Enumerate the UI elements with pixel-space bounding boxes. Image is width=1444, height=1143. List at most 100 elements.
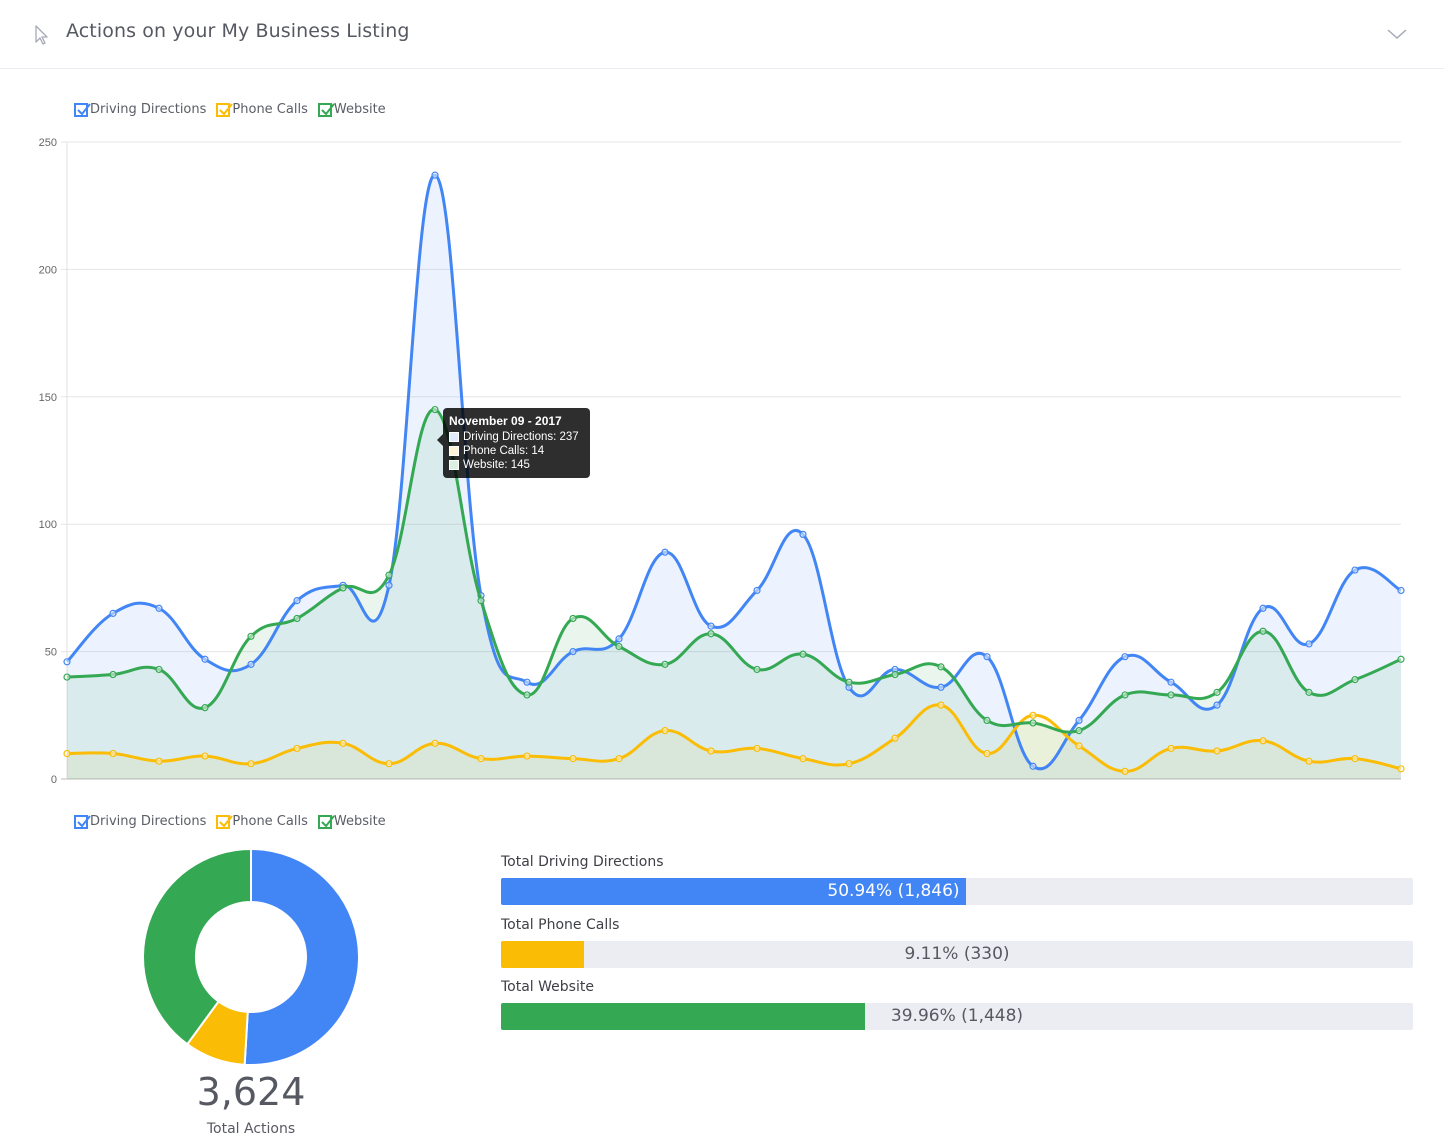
data-point-driving-directions[interactable] <box>293 597 301 605</box>
data-point-phone-calls[interactable] <box>339 739 347 747</box>
donut-legend-item-website[interactable]: Website <box>317 814 386 829</box>
data-point-website[interactable] <box>661 660 669 668</box>
data-point-phone-calls[interactable] <box>293 744 301 753</box>
data-point-website[interactable] <box>385 571 393 579</box>
data-point-driving-directions[interactable] <box>109 609 117 617</box>
data-point-website[interactable] <box>983 716 991 724</box>
data-point-website[interactable] <box>477 597 485 605</box>
data-point-phone-calls[interactable] <box>109 749 117 758</box>
data-point-website[interactable] <box>1075 726 1083 735</box>
checkbox-icon[interactable] <box>74 102 91 117</box>
data-point-phone-calls[interactable] <box>799 755 807 763</box>
data-point-phone-calls[interactable] <box>1167 744 1175 753</box>
data-point-driving-directions[interactable] <box>983 653 991 661</box>
data-point-driving-directions[interactable] <box>1213 701 1221 709</box>
data-point-driving-directions[interactable] <box>523 678 531 686</box>
data-point-website[interactable] <box>707 630 715 638</box>
data-point-website[interactable] <box>247 632 255 640</box>
data-point-phone-calls[interactable] <box>431 739 439 747</box>
donut-slice-driving-directions[interactable] <box>243 848 360 1066</box>
checkbox-icon[interactable] <box>317 814 335 829</box>
data-point-driving-directions[interactable] <box>753 586 761 595</box>
data-point-driving-directions[interactable] <box>615 635 623 643</box>
donut-slice-website[interactable] <box>142 848 252 1046</box>
data-point-website[interactable] <box>339 584 347 592</box>
data-point-website[interactable] <box>799 650 807 658</box>
data-point-driving-directions[interactable] <box>63 658 71 666</box>
data-point-driving-directions[interactable] <box>155 604 163 612</box>
data-point-driving-directions[interactable] <box>799 530 807 538</box>
data-point-phone-calls[interactable] <box>661 726 669 735</box>
data-point-website[interactable] <box>201 704 209 712</box>
data-point-driving-directions[interactable] <box>1305 640 1313 648</box>
data-point-website[interactable] <box>891 670 899 679</box>
data-point-phone-calls[interactable] <box>891 734 899 742</box>
data-point-phone-calls[interactable] <box>845 760 853 768</box>
data-point-phone-calls[interactable] <box>247 760 255 768</box>
data-point-driving-directions[interactable] <box>1167 678 1175 686</box>
data-point-phone-calls[interactable] <box>983 749 991 758</box>
data-point-website[interactable] <box>431 405 439 414</box>
data-point-phone-calls[interactable] <box>477 755 485 763</box>
data-point-driving-directions[interactable] <box>247 660 255 668</box>
data-point-phone-calls[interactable] <box>1397 765 1405 773</box>
data-point-phone-calls[interactable] <box>155 757 163 765</box>
data-point-phone-calls[interactable] <box>385 760 393 768</box>
data-point-website[interactable] <box>1351 676 1359 684</box>
data-point-phone-calls[interactable] <box>615 755 623 763</box>
data-point-website[interactable] <box>1121 691 1129 699</box>
data-point-phone-calls[interactable] <box>201 752 209 760</box>
data-point-website[interactable] <box>937 663 945 671</box>
data-point-driving-directions[interactable] <box>201 655 209 663</box>
data-point-driving-directions[interactable] <box>569 647 577 656</box>
data-point-phone-calls[interactable] <box>937 701 945 709</box>
data-point-driving-directions[interactable] <box>1397 586 1405 595</box>
data-point-website[interactable] <box>63 673 71 681</box>
data-point-phone-calls[interactable] <box>1029 711 1037 719</box>
data-point-phone-calls[interactable] <box>63 749 71 758</box>
data-point-phone-calls[interactable] <box>1305 757 1313 765</box>
donut-legend-item-phone-calls[interactable]: Phone Calls <box>216 814 308 829</box>
data-point-phone-calls[interactable] <box>707 747 715 755</box>
data-point-phone-calls[interactable] <box>1121 767 1129 775</box>
data-point-website[interactable] <box>109 670 117 679</box>
data-point-phone-calls[interactable] <box>1351 755 1359 763</box>
data-point-driving-directions[interactable] <box>661 548 669 556</box>
data-point-driving-directions[interactable] <box>1121 653 1129 661</box>
data-point-website[interactable] <box>753 665 761 674</box>
donut-legend-item-driving-directions[interactable]: Driving Directions <box>74 814 206 829</box>
data-point-website[interactable] <box>155 665 163 674</box>
data-point-website[interactable] <box>845 678 853 686</box>
data-point-phone-calls[interactable] <box>1259 737 1267 745</box>
data-point-driving-directions[interactable] <box>937 683 945 691</box>
data-point-website[interactable] <box>1397 655 1405 663</box>
data-point-website[interactable] <box>523 691 531 699</box>
checkbox-icon[interactable] <box>216 814 234 829</box>
data-point-website[interactable] <box>1213 688 1221 696</box>
data-point-driving-directions[interactable] <box>1259 604 1267 612</box>
data-point-phone-calls[interactable] <box>523 752 531 760</box>
chevron-down-icon[interactable] <box>1386 27 1408 41</box>
data-point-driving-directions[interactable] <box>707 622 715 630</box>
data-point-driving-directions[interactable] <box>431 171 439 179</box>
data-point-phone-calls[interactable] <box>1213 747 1221 755</box>
data-point-website[interactable] <box>293 614 301 623</box>
checkbox-icon[interactable] <box>216 102 234 117</box>
data-point-driving-directions[interactable] <box>1351 566 1359 574</box>
data-point-website[interactable] <box>1305 688 1313 696</box>
data-point-driving-directions[interactable] <box>1075 716 1083 724</box>
legend-item-phone-calls[interactable]: Phone Calls <box>216 102 308 117</box>
data-point-website[interactable] <box>1029 719 1037 727</box>
data-point-driving-directions[interactable] <box>385 581 393 589</box>
data-point-website[interactable] <box>569 614 577 623</box>
data-point-phone-calls[interactable] <box>569 755 577 763</box>
legend-item-driving-directions[interactable]: Driving Directions <box>74 102 206 117</box>
data-point-website[interactable] <box>1259 627 1267 635</box>
data-point-phone-calls[interactable] <box>1075 742 1083 750</box>
data-point-website[interactable] <box>1167 691 1175 699</box>
checkbox-icon[interactable] <box>317 102 335 117</box>
data-point-website[interactable] <box>615 642 623 651</box>
data-point-phone-calls[interactable] <box>753 744 761 753</box>
data-point-driving-directions[interactable] <box>1029 762 1037 770</box>
checkbox-icon[interactable] <box>74 814 91 829</box>
